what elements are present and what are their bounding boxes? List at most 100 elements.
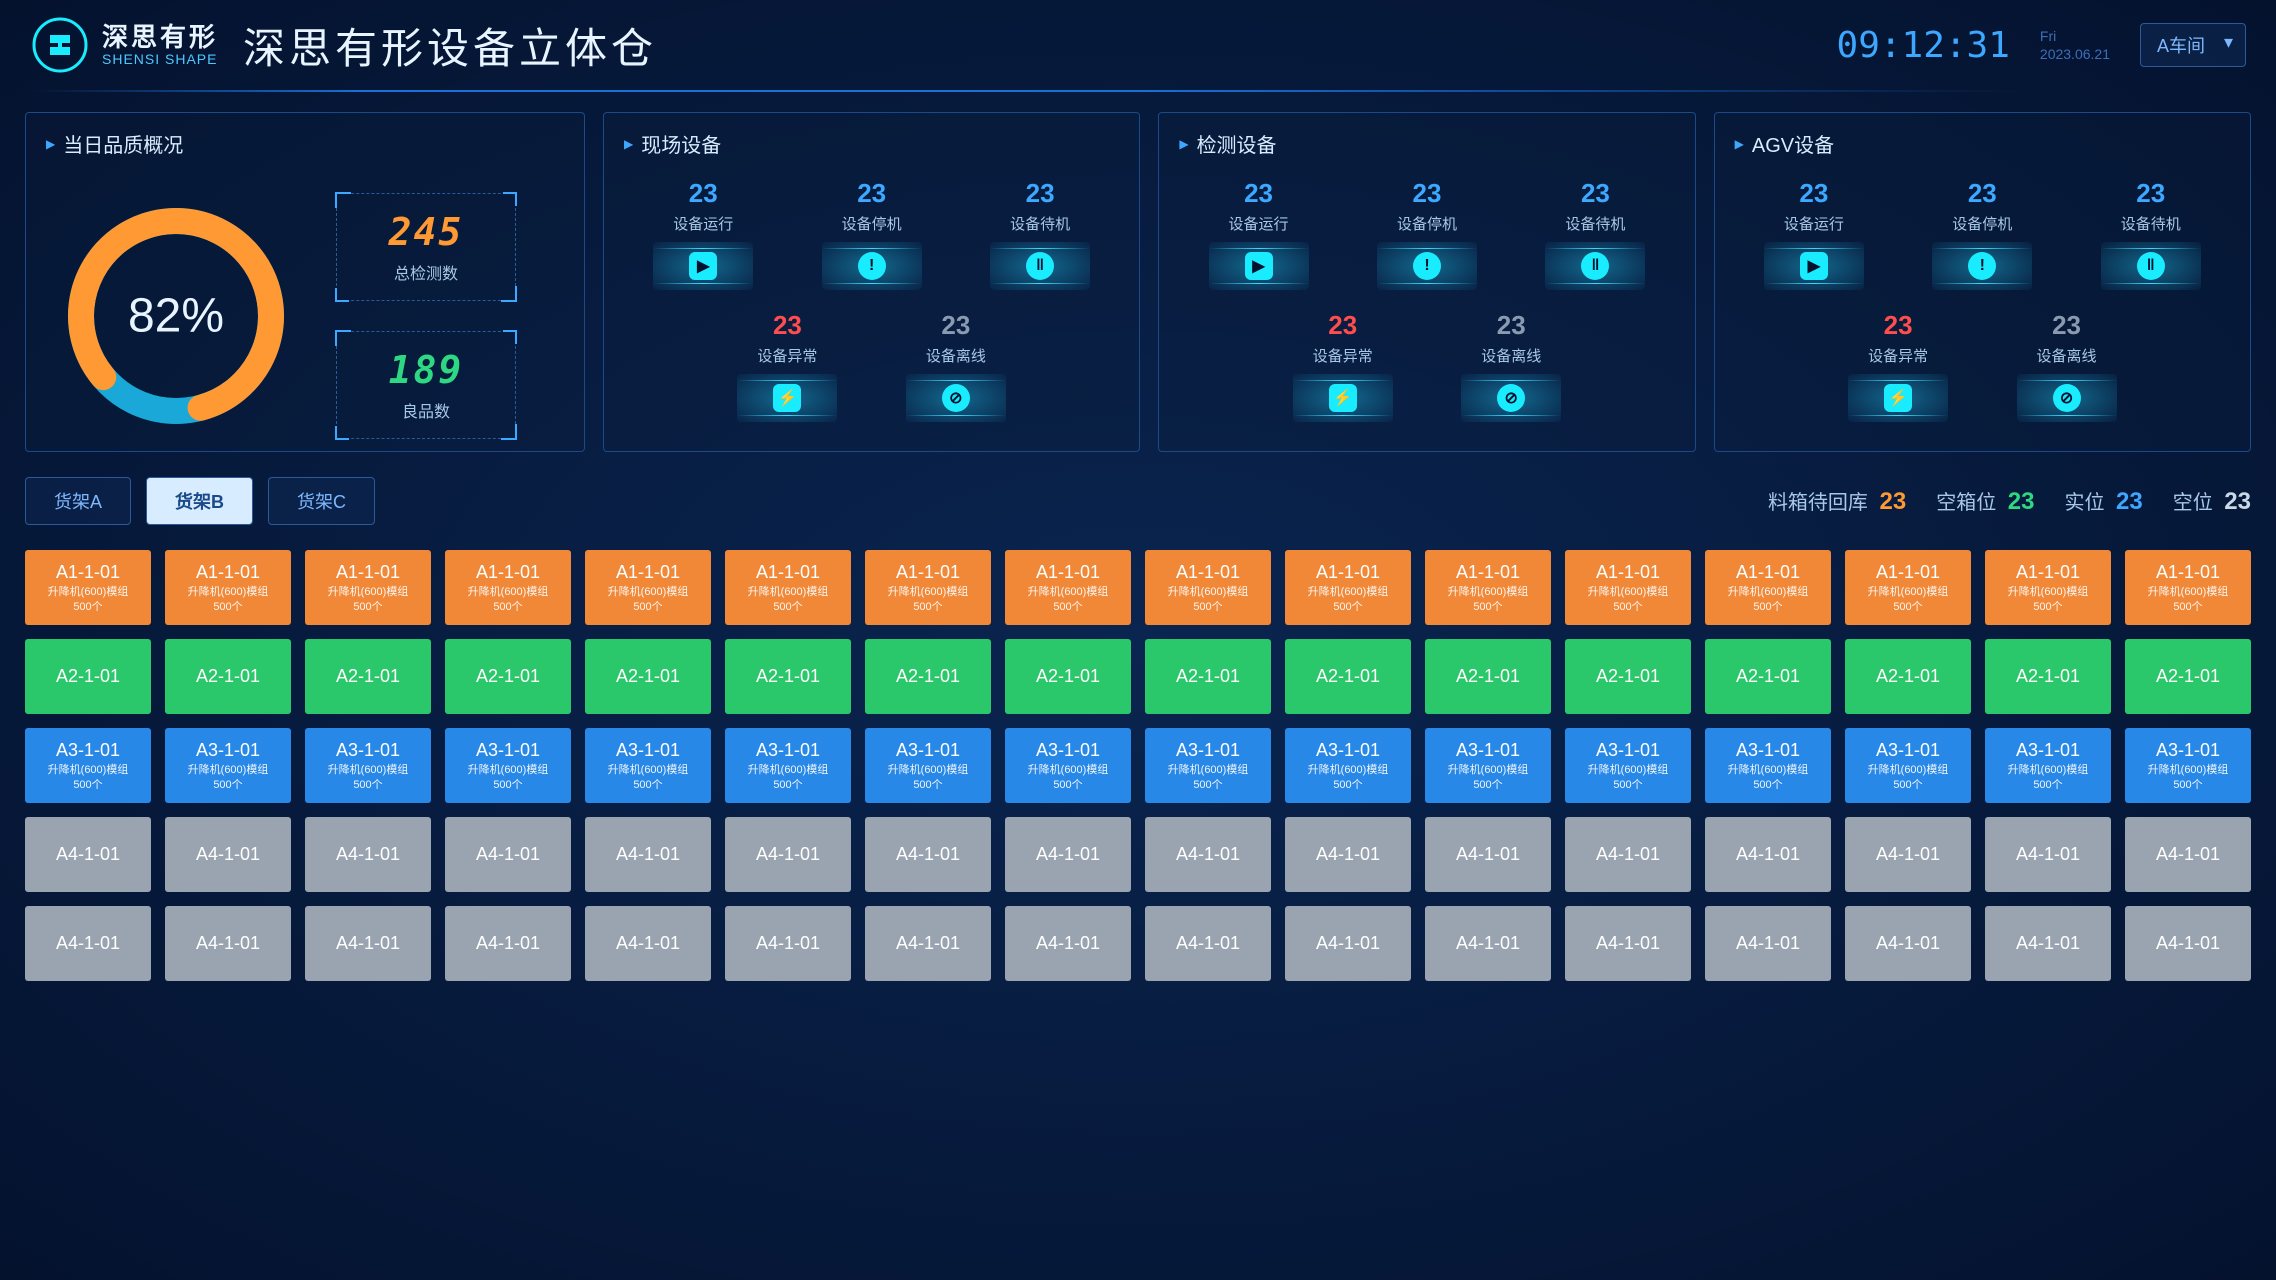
shelf-cell[interactable]: A4-1-01 bbox=[1285, 817, 1411, 892]
shelf-cell[interactable]: A4-1-01 bbox=[865, 817, 991, 892]
weekday: Fri bbox=[2040, 27, 2110, 45]
shelf-cell[interactable]: A4-1-01 bbox=[445, 817, 571, 892]
shelf-cell[interactable]: A3-1-01升降机(600)模组500个 bbox=[1565, 728, 1691, 803]
shelf-cell[interactable]: A1-1-01升降机(600)模组500个 bbox=[1145, 550, 1271, 625]
shelf-cell[interactable]: A3-1-01升降机(600)模组500个 bbox=[25, 728, 151, 803]
shelf-cell[interactable]: A1-1-01升降机(600)模组500个 bbox=[1005, 550, 1131, 625]
shelf-cell[interactable]: A3-1-01升降机(600)模组500个 bbox=[725, 728, 851, 803]
equip-panel-0: 现场设备23设备运行▶23设备停机!23设备待机‖23设备异常⚡23设备离线⊘ bbox=[603, 112, 1140, 452]
shelf-cell[interactable]: A2-1-01 bbox=[1005, 639, 1131, 714]
shelf-cell[interactable]: A4-1-01 bbox=[1845, 906, 1971, 981]
shelf-cell[interactable]: A4-1-01 bbox=[865, 906, 991, 981]
shelf-cell[interactable]: A4-1-01 bbox=[1005, 906, 1131, 981]
header: 深思有形 SHENSI SHAPE 深思有形设备立体仓 09:12:31 Fri… bbox=[0, 0, 2276, 90]
shelf-cell[interactable]: A3-1-01升降机(600)模组500个 bbox=[2125, 728, 2251, 803]
shelf-cell[interactable]: A4-1-01 bbox=[1005, 817, 1131, 892]
equip-value: 23 bbox=[857, 178, 886, 209]
shelf-cell[interactable]: A1-1-01升降机(600)模组500个 bbox=[1425, 550, 1551, 625]
shelf-cell[interactable]: A2-1-01 bbox=[1985, 639, 2111, 714]
shelf-cell[interactable]: A2-1-01 bbox=[305, 639, 431, 714]
shelf-cell[interactable]: A4-1-01 bbox=[585, 817, 711, 892]
shelf-cell[interactable]: A2-1-01 bbox=[585, 639, 711, 714]
equip-panel-1: 检测设备23设备运行▶23设备停机!23设备待机‖23设备异常⚡23设备离线⊘ bbox=[1158, 112, 1695, 452]
shelf-cell[interactable]: A4-1-01 bbox=[1285, 906, 1411, 981]
shelf-cell[interactable]: A3-1-01升降机(600)模组500个 bbox=[1705, 728, 1831, 803]
workshop-select[interactable]: A车间 bbox=[2140, 23, 2246, 67]
equip-icon: ‖ bbox=[2101, 242, 2201, 290]
shelf-tab-1[interactable]: 货架B bbox=[146, 477, 253, 525]
equip-label: 设备离线 bbox=[1481, 345, 1541, 366]
shelf-cell[interactable]: A2-1-01 bbox=[1145, 639, 1271, 714]
shelf-cell[interactable]: A4-1-01 bbox=[445, 906, 571, 981]
shelf-cell[interactable]: A3-1-01升降机(600)模组500个 bbox=[865, 728, 991, 803]
shelf-cell[interactable]: A4-1-01 bbox=[305, 817, 431, 892]
shelf-cell[interactable]: A3-1-01升降机(600)模组500个 bbox=[585, 728, 711, 803]
shelf-cell[interactable]: A4-1-01 bbox=[585, 906, 711, 981]
shelf-cell[interactable]: A4-1-01 bbox=[1845, 817, 1971, 892]
shelf-cell[interactable]: A3-1-01升降机(600)模组500个 bbox=[1145, 728, 1271, 803]
shelf-cell[interactable]: A1-1-01升降机(600)模组500个 bbox=[25, 550, 151, 625]
equip-state-item: 23设备运行▶ bbox=[1189, 178, 1327, 290]
shelf-cell[interactable]: A4-1-01 bbox=[2125, 906, 2251, 981]
shelf-cell[interactable]: A4-1-01 bbox=[165, 817, 291, 892]
shelf-cell[interactable]: A4-1-01 bbox=[1565, 817, 1691, 892]
shelf-cell[interactable]: A2-1-01 bbox=[1845, 639, 1971, 714]
shelf-cell[interactable]: A2-1-01 bbox=[2125, 639, 2251, 714]
shelf-cell[interactable]: A2-1-01 bbox=[445, 639, 571, 714]
shelf-cell[interactable]: A3-1-01升降机(600)模组500个 bbox=[1425, 728, 1551, 803]
shelf-cell[interactable]: A1-1-01升降机(600)模组500个 bbox=[1285, 550, 1411, 625]
shelf-cell[interactable]: A3-1-01升降机(600)模组500个 bbox=[165, 728, 291, 803]
shelf-cell[interactable]: A3-1-01升降机(600)模组500个 bbox=[1005, 728, 1131, 803]
shelf-cell[interactable]: A1-1-01升降机(600)模组500个 bbox=[1845, 550, 1971, 625]
shelf-tab-2[interactable]: 货架C bbox=[268, 477, 375, 525]
shelf-cell[interactable]: A4-1-01 bbox=[165, 906, 291, 981]
shelf-cell[interactable]: A2-1-01 bbox=[1705, 639, 1831, 714]
total-inspected-box: 245 总检测数 bbox=[336, 193, 516, 301]
equip-state-item: 23设备离线⊘ bbox=[1997, 310, 2135, 422]
shelf-cell[interactable]: A4-1-01 bbox=[25, 817, 151, 892]
shelf-cell[interactable]: A2-1-01 bbox=[1425, 639, 1551, 714]
shelf-cell[interactable]: A2-1-01 bbox=[865, 639, 991, 714]
shelf-cell[interactable]: A3-1-01升降机(600)模组500个 bbox=[305, 728, 431, 803]
shelf-cell[interactable]: A4-1-01 bbox=[1425, 817, 1551, 892]
shelf-cell[interactable]: A4-1-01 bbox=[305, 906, 431, 981]
shelf-cell[interactable]: A1-1-01升降机(600)模组500个 bbox=[445, 550, 571, 625]
shelf-cell[interactable]: A4-1-01 bbox=[1145, 817, 1271, 892]
shelf-cell[interactable]: A1-1-01升降机(600)模组500个 bbox=[165, 550, 291, 625]
shelf-cell[interactable]: A3-1-01升降机(600)模组500个 bbox=[1845, 728, 1971, 803]
shelf-cell[interactable]: A2-1-01 bbox=[725, 639, 851, 714]
equip-label: 设备离线 bbox=[2037, 345, 2097, 366]
shelf-cell[interactable]: A1-1-01升降机(600)模组500个 bbox=[585, 550, 711, 625]
shelf-cell[interactable]: A4-1-01 bbox=[2125, 817, 2251, 892]
shelf-cell[interactable]: A4-1-01 bbox=[1985, 906, 2111, 981]
shelf-cell[interactable]: A2-1-01 bbox=[1565, 639, 1691, 714]
shelf-cell[interactable]: A4-1-01 bbox=[25, 906, 151, 981]
shelf-cell[interactable]: A4-1-01 bbox=[1705, 817, 1831, 892]
shelf-cell[interactable]: A4-1-01 bbox=[1565, 906, 1691, 981]
shelf-cell[interactable]: A4-1-01 bbox=[1145, 906, 1271, 981]
shelf-cell[interactable]: A1-1-01升降机(600)模组500个 bbox=[725, 550, 851, 625]
shelf-cell[interactable]: A4-1-01 bbox=[725, 817, 851, 892]
equip-state-item: 23设备异常⚡ bbox=[718, 310, 856, 422]
shelf-cell[interactable]: A1-1-01升降机(600)模组500个 bbox=[865, 550, 991, 625]
shelf-cell[interactable]: A1-1-01升降机(600)模组500个 bbox=[2125, 550, 2251, 625]
shelf-cell[interactable]: A2-1-01 bbox=[1285, 639, 1411, 714]
shelf-cell[interactable]: A3-1-01升降机(600)模组500个 bbox=[1285, 728, 1411, 803]
shelf-cell[interactable]: A1-1-01升降机(600)模组500个 bbox=[1985, 550, 2111, 625]
shelf-cell[interactable]: A4-1-01 bbox=[1425, 906, 1551, 981]
shelf-cell[interactable]: A2-1-01 bbox=[165, 639, 291, 714]
legend-item: 实位 23 bbox=[2064, 486, 2142, 516]
shelf-cell[interactable]: A1-1-01升降机(600)模组500个 bbox=[305, 550, 431, 625]
shelf-cell[interactable]: A4-1-01 bbox=[1985, 817, 2111, 892]
shelf-cell[interactable]: A1-1-01升降机(600)模组500个 bbox=[1705, 550, 1831, 625]
shelf-cell[interactable]: A4-1-01 bbox=[1705, 906, 1831, 981]
equip-icon: ▶ bbox=[1764, 242, 1864, 290]
shelf-cell[interactable]: A4-1-01 bbox=[725, 906, 851, 981]
shelf-tab-0[interactable]: 货架A bbox=[25, 477, 131, 525]
shelf-cell[interactable]: A2-1-01 bbox=[25, 639, 151, 714]
shelf-cell[interactable]: A1-1-01升降机(600)模组500个 bbox=[1565, 550, 1691, 625]
shelf-cell[interactable]: A3-1-01升降机(600)模组500个 bbox=[445, 728, 571, 803]
total-inspected-value: 245 bbox=[367, 210, 485, 254]
shelf-cell[interactable]: A3-1-01升降机(600)模组500个 bbox=[1985, 728, 2111, 803]
divider bbox=[30, 90, 2246, 92]
